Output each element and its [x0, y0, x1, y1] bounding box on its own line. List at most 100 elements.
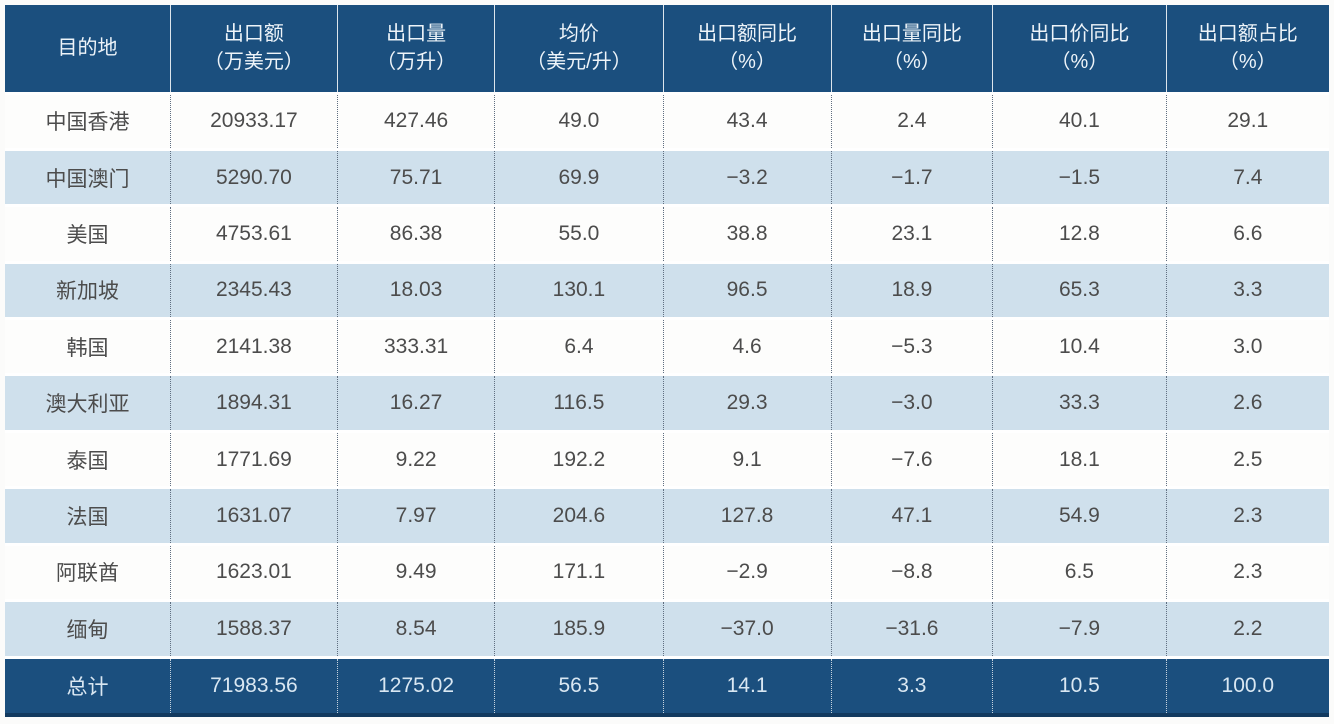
total-row: 总计 71983.56 1275.02 56.5 14.1 3.3 10.5 100.0 — [5, 655, 1329, 717]
total-value-cell: 14.1 — [662, 655, 832, 717]
total-value-cell: 1275.02 — [336, 655, 495, 717]
value-cell: 2345.43 — [170, 260, 338, 319]
table-row: 阿联酋 1623.01 9.49 171.1 −2.9 −8.8 6.5 2.3 — [5, 542, 1329, 601]
value-cell: 2.6 — [1165, 373, 1329, 432]
column-header-unit: （%） — [1218, 51, 1277, 74]
value-cell: 4753.61 — [170, 204, 338, 263]
value-cell: 6.4 — [494, 317, 663, 375]
value-cell: 1771.69 — [170, 429, 338, 488]
column-header-label: 出口额占比 — [1197, 23, 1298, 46]
total-value-cell: 56.5 — [494, 655, 663, 717]
destination-cell: 泰国 — [5, 429, 171, 488]
value-cell: 116.5 — [494, 373, 663, 432]
total-label-cell: 总计 — [5, 655, 171, 717]
value-cell: −3.2 — [662, 147, 832, 206]
table-row: 泰国 1771.69 9.22 192.2 9.1 −7.6 18.1 2.5 — [5, 429, 1329, 488]
table-row: 法国 1631.07 7.97 204.6 127.8 47.1 54.9 2.3 — [5, 486, 1329, 545]
destination-cell: 中国香港 — [5, 91, 171, 150]
column-header-label: 出口量同比 — [861, 23, 962, 46]
column-header-unit: （万美元） — [203, 51, 304, 74]
value-cell: 12.8 — [992, 204, 1167, 263]
column-header-unit: （%） — [883, 51, 941, 74]
column-header-unit: （%） — [1050, 51, 1109, 74]
value-cell: 2.5 — [1165, 429, 1329, 488]
value-cell: 9.22 — [336, 429, 495, 488]
column-header-3: 均价 （美元/升） — [494, 5, 663, 93]
value-cell: −37.0 — [662, 599, 832, 657]
column-header-label: 出口额同比 — [697, 23, 798, 46]
column-header-7: 出口额占比 （%） — [1165, 5, 1329, 93]
value-cell: 8.54 — [336, 599, 495, 657]
value-cell: 86.38 — [336, 204, 495, 263]
destination-cell: 缅甸 — [5, 599, 171, 657]
destination-cell: 美国 — [5, 204, 171, 263]
value-cell: 23.1 — [830, 204, 993, 263]
value-cell: 1623.01 — [170, 542, 338, 601]
total-value-cell: 100.0 — [1165, 655, 1329, 717]
value-cell: 16.27 — [336, 373, 495, 432]
value-cell: 6.6 — [1165, 204, 1329, 263]
value-cell: 7.97 — [336, 486, 495, 545]
table-row: 美国 4753.61 86.38 55.0 38.8 23.1 12.8 6.6 — [5, 204, 1329, 263]
destination-cell: 韩国 — [5, 317, 171, 375]
value-cell: 7.4 — [1165, 147, 1329, 206]
value-cell: −7.6 — [830, 429, 993, 488]
table-footer: 总计 71983.56 1275.02 56.5 14.1 3.3 10.5 100.0 — [5, 655, 1329, 717]
value-cell: 55.0 — [494, 204, 663, 263]
value-cell: 20933.17 — [170, 91, 338, 150]
value-cell: 96.5 — [662, 260, 832, 319]
table-row: 中国香港 20933.17 427.46 49.0 43.4 2.4 40.1 29.1 — [5, 91, 1329, 150]
column-header-2: 出口量 （万升） — [336, 5, 495, 93]
column-header-0: 目的地 — [5, 5, 171, 93]
value-cell: 130.1 — [494, 260, 663, 319]
column-header-label: 均价 — [558, 23, 599, 46]
value-cell: 43.4 — [662, 91, 832, 150]
column-header-label: 出口价同比 — [1029, 23, 1130, 46]
total-value-cell: 71983.56 — [170, 655, 338, 717]
value-cell: 49.0 — [494, 91, 663, 150]
destination-cell: 中国澳门 — [5, 147, 171, 206]
value-cell: 2.4 — [830, 91, 993, 150]
value-cell: −31.6 — [830, 599, 993, 657]
column-header-label: 出口量 — [386, 23, 447, 46]
total-value-cell: 10.5 — [992, 655, 1167, 717]
table-body: 中国香港 20933.17 427.46 49.0 43.4 2.4 40.1 29.1 中国澳… — [5, 91, 1329, 657]
value-cell: 75.71 — [336, 147, 495, 206]
value-cell: 18.03 — [336, 260, 495, 319]
destination-cell: 阿联酋 — [5, 542, 171, 601]
value-cell: 427.46 — [336, 91, 495, 150]
value-cell: 1631.07 — [170, 486, 338, 545]
wine-export-table: 目的地 出口额 （万美元） 出口量 （万升） 均价 （美元/升） 出口额同比 （%） 出口量同比 （… — [5, 5, 1329, 717]
value-cell: 3.3 — [1165, 260, 1329, 319]
value-cell: 29.1 — [1165, 91, 1329, 150]
column-header-unit: （万升） — [376, 51, 457, 74]
value-cell: 333.31 — [336, 317, 495, 375]
value-cell: 5290.70 — [170, 147, 338, 206]
column-header-label: 出口额 — [223, 23, 284, 46]
value-cell: 38.8 — [662, 204, 832, 263]
value-cell: 18.9 — [830, 260, 993, 319]
value-cell: 54.9 — [992, 486, 1167, 545]
value-cell: 127.8 — [662, 486, 832, 545]
table-row: 中国澳门 5290.70 75.71 69.9 −3.2 −1.7 −1.5 7.4 — [5, 147, 1329, 206]
value-cell: 18.1 — [992, 429, 1167, 488]
column-header-6: 出口价同比 （%） — [992, 5, 1167, 93]
value-cell: 65.3 — [992, 260, 1167, 319]
value-cell: 9.1 — [662, 429, 832, 488]
table-header: 目的地 出口额 （万美元） 出口量 （万升） 均价 （美元/升） 出口额同比 （%） 出口量同比 （… — [5, 5, 1329, 93]
destination-cell: 澳大利亚 — [5, 373, 171, 432]
column-header-unit: （%） — [718, 51, 776, 74]
value-cell: 185.9 — [494, 599, 663, 657]
value-cell: −5.3 — [830, 317, 993, 375]
value-cell: 1588.37 — [170, 599, 338, 657]
column-header-label: 目的地 — [57, 37, 118, 60]
value-cell: −3.0 — [830, 373, 993, 432]
destination-cell: 新加坡 — [5, 260, 171, 319]
column-header-unit: （美元/升） — [526, 51, 632, 74]
column-header-4: 出口额同比 （%） — [662, 5, 832, 93]
value-cell: 171.1 — [494, 542, 663, 601]
total-value-cell: 3.3 — [830, 655, 993, 717]
value-cell: 2.2 — [1165, 599, 1329, 657]
value-cell: 2.3 — [1165, 486, 1329, 545]
